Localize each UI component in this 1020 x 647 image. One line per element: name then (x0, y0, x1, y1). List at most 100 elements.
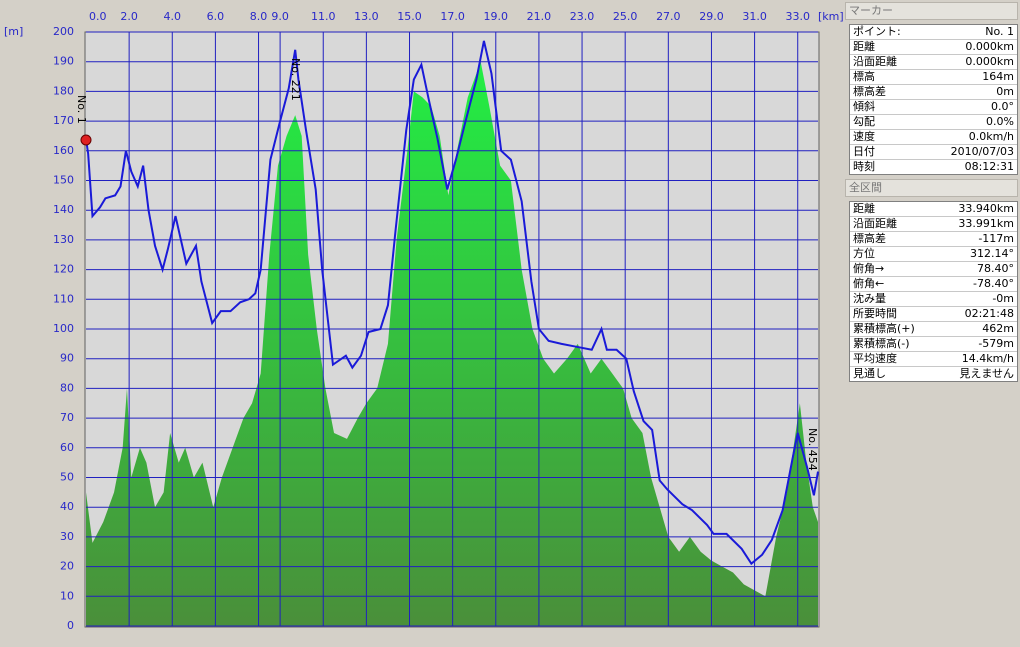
info-value: 164m (982, 70, 1014, 83)
info-row: 累積標高(+) 462m (850, 322, 1017, 337)
info-value: 0.0% (986, 115, 1014, 128)
y-tick-label: 20 (60, 560, 74, 573)
info-value: -0m (992, 292, 1014, 305)
info-label: 見通し (853, 367, 886, 380)
point-annotation: No. 221 (289, 58, 302, 101)
info-row: 平均速度 14.4km/h (850, 352, 1017, 367)
route-line (85, 40, 819, 566)
x-tick-label: 23.0 (570, 10, 595, 23)
x-tick-label: 27.0 (656, 10, 681, 23)
x-tick-label: 29.0 (699, 10, 724, 23)
info-label: 速度 (853, 130, 875, 143)
info-label: 所要時間 (853, 307, 897, 320)
y-tick-label: 170 (53, 114, 74, 127)
info-row: 標高 164m (850, 70, 1017, 85)
info-value: -579m (978, 337, 1014, 350)
info-label: 方位 (853, 247, 875, 260)
info-row: ポイント: No. 1 (850, 25, 1017, 40)
side-panel: マーカー ポイント: No. 1 距離 0.000km 沿面距離 0.000km 標高 164m… (845, 0, 1020, 647)
info-row: 沿面距離 33.991km (850, 217, 1017, 232)
y-tick-label: 30 (60, 530, 74, 543)
y-tick-label: 130 (53, 233, 74, 246)
info-row: 傾斜 0.0° (850, 100, 1017, 115)
info-row: 俯角← -78.40° (850, 277, 1017, 292)
info-label: 俯角→ (853, 262, 885, 275)
info-label: 標高差 (853, 232, 886, 245)
x-tick-label: 21.0 (527, 10, 552, 23)
y-tick-label: 150 (53, 174, 74, 187)
info-label: 勾配 (853, 115, 875, 128)
info-label: 距離 (853, 40, 875, 53)
info-row: 累積標高(-) -579m (850, 337, 1017, 352)
info-value: 33.991km (958, 217, 1014, 230)
info-label: 日付 (853, 145, 875, 158)
info-value: 2010/07/03 (950, 145, 1014, 158)
info-table: 距離 33.940km 沿面距離 33.991km 標高差 -117m 方位 312.14° 俯… (849, 201, 1018, 382)
y-tick-label: 140 (53, 203, 74, 216)
y-tick-label: 200 (53, 25, 74, 38)
info-row: 時刻 08:12:31 (850, 160, 1017, 174)
info-label: ポイント: (853, 25, 901, 38)
y-tick-label: 10 (60, 589, 74, 602)
x-tick-label: 4.0 (164, 10, 182, 23)
info-label: 沿面距離 (853, 217, 897, 230)
info-value: 08:12:31 (964, 160, 1014, 173)
info-label: 標高差 (853, 85, 886, 98)
info-label: 沿面距離 (853, 55, 897, 68)
info-value: 312.14° (970, 247, 1014, 260)
cyclist-icon (80, 134, 92, 146)
y-tick-label: 110 (53, 292, 74, 305)
info-value: 0m (996, 85, 1014, 98)
y-tick-label: 100 (53, 322, 74, 335)
info-value: 0.0km/h (968, 130, 1014, 143)
panel-title: 全区間 (845, 179, 1018, 197)
panel-title: マーカー (845, 2, 1018, 20)
info-row: 標高差 0m (850, 85, 1017, 100)
info-value: -78.40° (973, 277, 1014, 290)
info-table: ポイント: No. 1 距離 0.000km 沿面距離 0.000km 標高 164m 標高差 0… (849, 24, 1018, 175)
info-value: 78.40° (977, 262, 1014, 275)
x-tick-label: 0.0 (89, 10, 107, 23)
info-label: 傾斜 (853, 100, 875, 113)
info-value: -117m (978, 232, 1014, 245)
y-tick-label: 190 (53, 55, 74, 68)
x-tick-label: 17.0 (440, 10, 465, 23)
info-label: 標高 (853, 70, 875, 83)
info-row: 方位 312.14° (850, 247, 1017, 262)
x-axis-label: [km] (818, 10, 844, 23)
x-tick-label: 2.0 (120, 10, 138, 23)
info-label: 俯角← (853, 277, 885, 290)
y-tick-label: 60 (60, 441, 74, 454)
info-row: 沈み量 -0m (850, 292, 1017, 307)
x-tick-label: 13.0 (354, 10, 379, 23)
info-label: 累積標高(+) (853, 322, 915, 335)
y-tick-label: 70 (60, 411, 74, 424)
grid (86, 31, 818, 627)
y-tick-label: 180 (53, 84, 74, 97)
x-tick-label: 33.0 (785, 10, 810, 23)
info-value: 02:21:48 (964, 307, 1014, 320)
x-tick-label: 31.0 (742, 10, 767, 23)
x-tick-label: 15.0 (397, 10, 422, 23)
terrain-area (86, 61, 818, 626)
x-tick-label: 11.0 (311, 10, 336, 23)
info-row: 速度 0.0km/h (850, 130, 1017, 145)
y-tick-label: 50 (60, 471, 74, 484)
info-row: 勾配 0.0% (850, 115, 1017, 130)
info-value: 462m (982, 322, 1014, 335)
x-tick-label: 19.0 (484, 10, 509, 23)
info-row: 見通し 見えません (850, 367, 1017, 381)
y-tick-label: 40 (60, 500, 74, 513)
y-tick-label: 90 (60, 352, 74, 365)
info-row: 日付 2010/07/03 (850, 145, 1017, 160)
y-tick-label: 80 (60, 381, 74, 394)
info-row: 距離 0.000km (850, 40, 1017, 55)
point-annotation: No. 1 (75, 95, 88, 124)
info-value: 0.000km (965, 40, 1014, 53)
x-tick-label: 6.0 (207, 10, 225, 23)
info-label: 距離 (853, 202, 875, 215)
y-tick-label: 160 (53, 144, 74, 157)
info-label: 沈み量 (853, 292, 886, 305)
info-value: 見えません (959, 367, 1014, 380)
